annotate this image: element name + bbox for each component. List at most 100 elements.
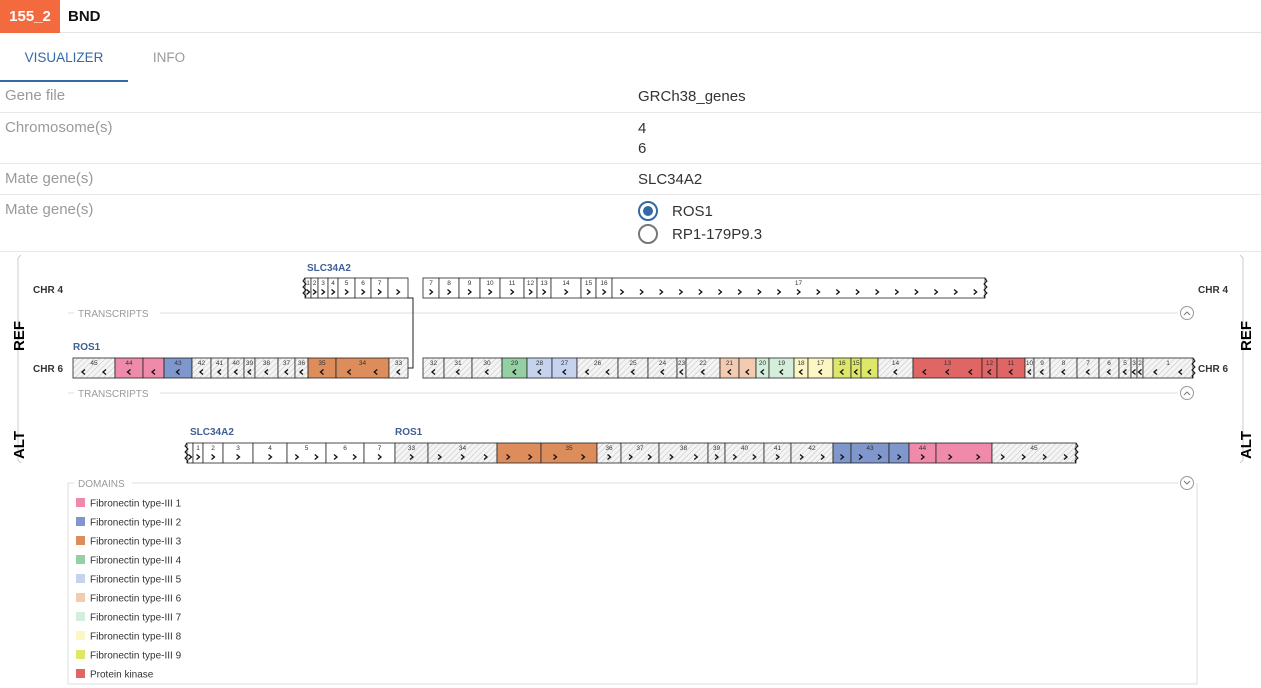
strand-chevron-icon xyxy=(986,369,992,375)
strand-chevron-icon xyxy=(778,369,784,375)
gene-label-ros1-alt: ROS1 xyxy=(395,427,423,438)
radio-rp1[interactable]: RP1-179P9.3 xyxy=(638,224,762,244)
collapse-transcripts-1-icon[interactable] xyxy=(1180,306,1194,320)
tab-visualizer[interactable]: VISUALIZER xyxy=(0,34,128,82)
exon: 37 xyxy=(277,357,296,379)
exon: 6 xyxy=(354,277,372,299)
truncation-left-icon xyxy=(184,442,189,464)
strand-chevron-icon xyxy=(737,289,743,295)
slc34a2-ref-track-b: 7 8 9 10 11 12 13 14 15 16 17 xyxy=(422,277,988,299)
strand-chevron-icon xyxy=(752,454,757,460)
exon: 1 xyxy=(192,442,204,464)
truncation-right-icon xyxy=(983,277,988,299)
strand-chevron-icon xyxy=(150,369,156,375)
legend-item: Fibronectin type-III 8 xyxy=(76,631,182,643)
exon-number: 10 xyxy=(486,280,494,287)
strand-chevron-icon xyxy=(894,289,900,295)
strand-chevron-icon xyxy=(820,454,826,460)
strand-chevron-icon xyxy=(607,454,612,460)
exon-number: 5 xyxy=(1123,360,1127,367)
strand-chevron-icon xyxy=(659,289,664,295)
legend-item: Fibronectin type-III 6 xyxy=(76,593,182,605)
radio-ros1[interactable]: ROS1 xyxy=(638,201,713,221)
strand-chevron-icon xyxy=(377,454,383,460)
exon-number: 31 xyxy=(454,360,462,367)
exon-number: 11 xyxy=(509,280,516,287)
strand-chevron-icon xyxy=(564,289,569,295)
strand-chevron-icon xyxy=(483,454,489,460)
exon: 44 xyxy=(908,442,937,464)
strand-chevron-icon xyxy=(619,289,625,295)
strand-chevron-icon xyxy=(934,289,939,295)
exon-number: 9 xyxy=(1040,360,1044,367)
alt-label-left: ALT xyxy=(11,431,28,459)
exon: 43 xyxy=(163,357,193,379)
strand-chevron-icon xyxy=(1000,454,1006,460)
strand-chevron-icon xyxy=(377,289,383,295)
exon-number: 7 xyxy=(1086,360,1090,367)
chromosome-value-2: 6 xyxy=(638,140,647,157)
exon-number: 18 xyxy=(797,360,805,367)
strand-chevron-icon xyxy=(630,369,635,375)
exon-number: 2 xyxy=(211,445,215,452)
exon: 13 xyxy=(912,357,983,379)
exon-number: 35 xyxy=(318,360,326,367)
exon-number: 6 xyxy=(343,445,347,452)
strand-chevron-icon xyxy=(759,369,765,375)
strand-chevron-icon xyxy=(584,369,590,375)
domains-legend: Fibronectin type-III 1 Fibronectin type-I… xyxy=(76,498,182,681)
legend-item: Fibronectin type-III 2 xyxy=(76,517,182,529)
exon: 4 xyxy=(327,277,339,299)
strand-chevron-icon xyxy=(314,454,319,460)
mate-gene-value-1: SLC34A2 xyxy=(638,171,703,188)
strand-chevron-icon xyxy=(775,454,781,460)
exon: 30 xyxy=(471,357,503,379)
strand-chevron-icon xyxy=(877,454,883,460)
legend-swatch xyxy=(76,631,85,640)
exon-number: 42 xyxy=(808,445,816,452)
exon: 27 xyxy=(551,357,578,379)
strand-chevron-icon xyxy=(268,454,273,460)
exon-number: 4 xyxy=(268,445,272,452)
exon-number: 39 xyxy=(246,360,254,367)
exon: 8 xyxy=(438,277,460,299)
radio-checked-icon[interactable] xyxy=(638,201,658,221)
radio-ros1-label: ROS1 xyxy=(672,202,713,220)
gene-file-label: Gene file xyxy=(5,87,66,104)
exon: 22 xyxy=(685,357,721,379)
strand-chevron-icon xyxy=(920,454,926,460)
strand-chevron-icon xyxy=(816,289,821,295)
tab-info[interactable]: INFO xyxy=(152,50,186,65)
exon: 5 xyxy=(337,277,356,299)
exon-number: 34 xyxy=(359,360,367,367)
exon: 35 xyxy=(307,357,337,379)
strand-chevron-icon xyxy=(875,289,880,295)
strand-chevron-icon xyxy=(744,369,750,375)
exon-number: 1 xyxy=(1166,360,1170,367)
collapse-domains-icon[interactable] xyxy=(1180,476,1194,490)
strand-chevron-icon xyxy=(602,289,607,295)
radio-unchecked-icon[interactable] xyxy=(638,224,658,244)
exon-number: 33 xyxy=(395,360,403,367)
strand-chevron-icon xyxy=(1008,369,1013,375)
strand-chevron-icon xyxy=(858,454,864,460)
strand-chevron-icon xyxy=(605,369,610,375)
chr4-label-right: CHR 4 xyxy=(1198,285,1228,296)
exon: 11 xyxy=(996,357,1026,379)
exon-number: 33 xyxy=(408,445,416,452)
exon: 42 xyxy=(790,442,834,464)
mate-gene-row-1: Mate gene(s) SLC34A2 xyxy=(0,164,1261,195)
mate-gene-row-2: Mate gene(s) ROS1 RP1-179P9.3 xyxy=(0,195,1261,252)
exon: 19 xyxy=(768,357,795,379)
strand-chevron-icon xyxy=(396,289,401,295)
strand-chevron-icon xyxy=(973,289,978,295)
fusion-alt-track: 1 2 3 4 5 6 7 33 34 35 36 37 38 39 40 41 42 43 44 45 xyxy=(184,442,1079,464)
exon: 16 xyxy=(595,277,613,299)
exon-number: 9 xyxy=(468,280,472,287)
exon-number: 28 xyxy=(536,360,544,367)
collapse-transcripts-2-icon[interactable] xyxy=(1180,386,1194,400)
strand-chevron-icon xyxy=(101,369,107,375)
gene-label-ros1-ref: ROS1 xyxy=(73,342,101,353)
exon: 33 xyxy=(394,442,429,464)
